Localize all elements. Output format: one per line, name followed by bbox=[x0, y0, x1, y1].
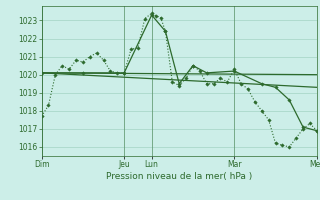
X-axis label: Pression niveau de la mer( hPa ): Pression niveau de la mer( hPa ) bbox=[106, 172, 252, 181]
